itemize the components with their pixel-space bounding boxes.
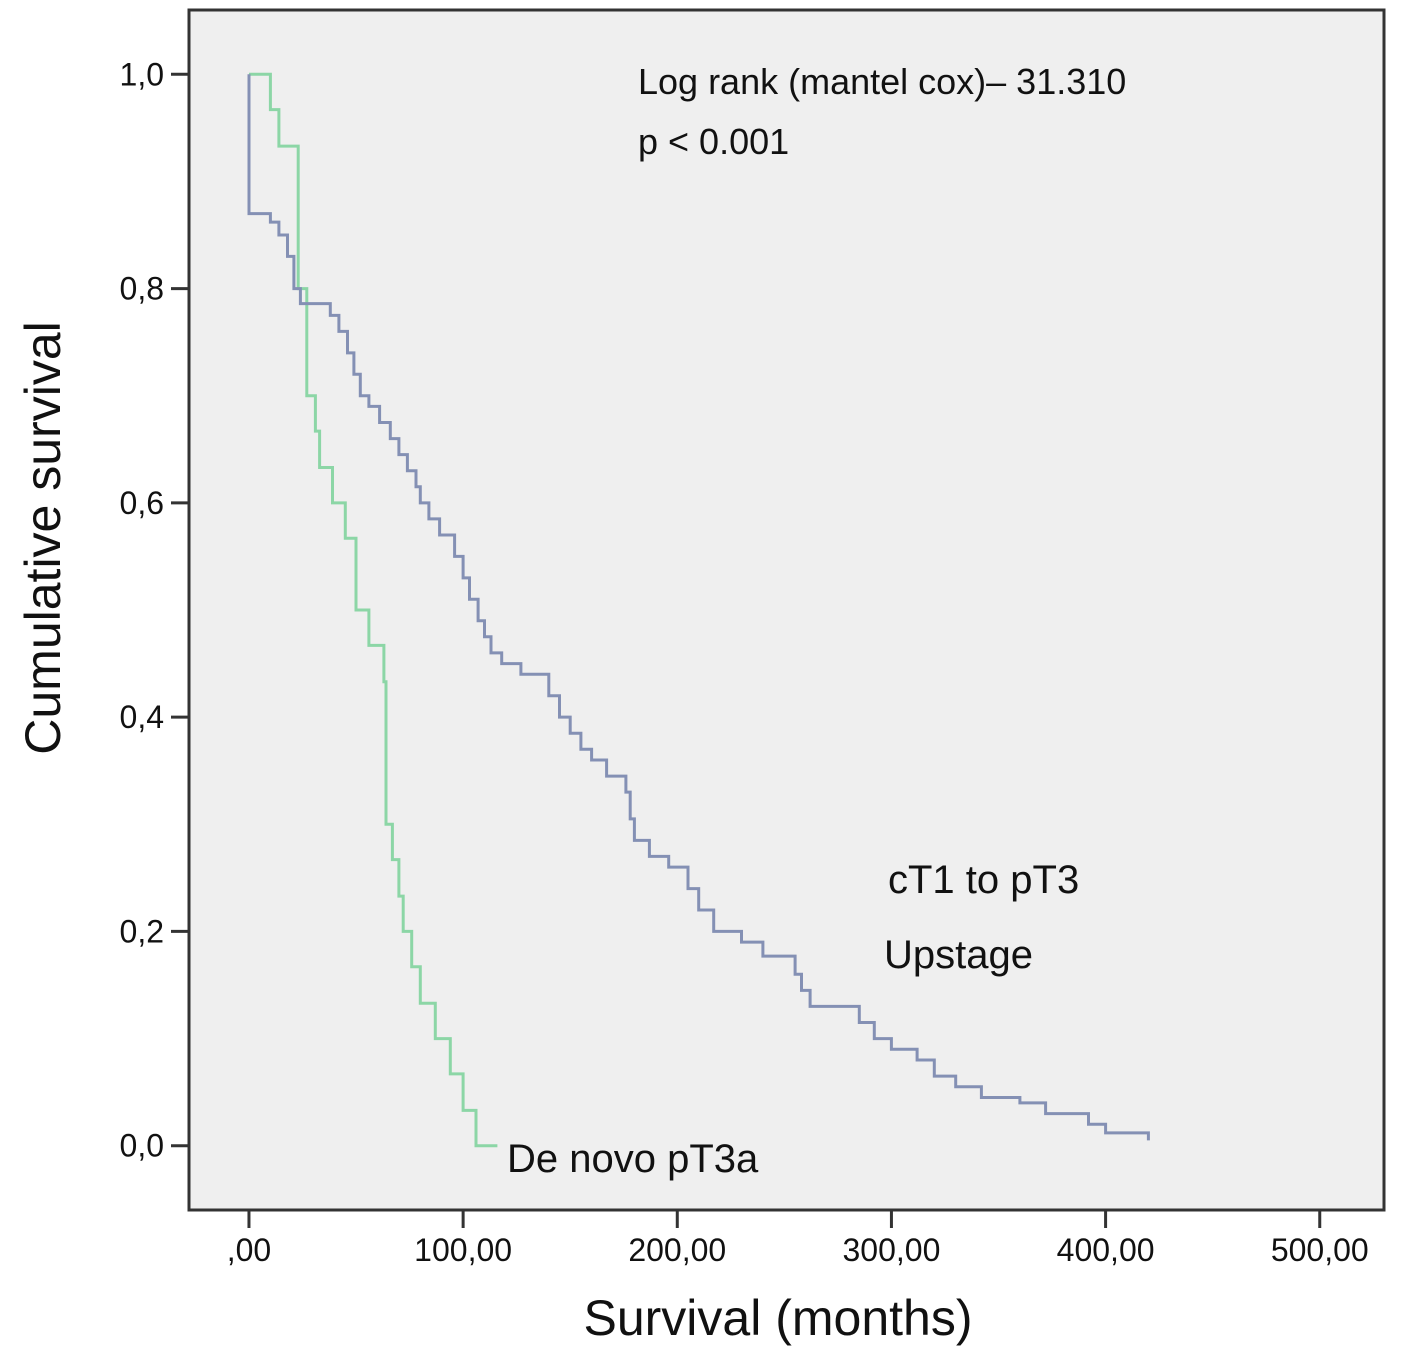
y-tick-label: 0,0 [120,1128,164,1164]
annotation-pvalue: p < 0.001 [638,121,789,162]
annotation-logrank: Log rank (mantel cox)– 31.310 [638,61,1126,102]
series-label-upstage-line1: cT1 to pT3 [888,858,1079,902]
x-axis: ,00 100,00 200,00 300,00 400,00 500,00 [227,1210,1369,1268]
x-axis-title: Survival (months) [584,1290,973,1346]
x-tick-label: 100,00 [414,1232,512,1268]
y-tick-label: 0,6 [120,485,164,521]
y-axis: 0,0 0,2 0,4 0,6 0,8 1,0 [120,56,189,1164]
series-lines [247,72,1150,1148]
x-tick-label: ,00 [227,1232,271,1268]
series-label-upstage-line2: Upstage [884,933,1033,977]
x-tick-label: 500,00 [1271,1232,1369,1268]
series-line-ct1-to-pt3-upstage [247,74,1150,1141]
x-tick-label: 300,00 [842,1232,940,1268]
x-tick-label: 200,00 [628,1232,726,1268]
y-tick-label: 1,0 [120,56,164,92]
x-tick-label: 400,00 [1057,1232,1155,1268]
y-axis-title: Cumulative survival [15,321,71,754]
y-tick-label: 0,2 [120,913,164,949]
y-tick-label: 0,4 [120,699,164,735]
series-line-de-novo-pt3a [249,72,498,1148]
y-tick-label: 0,8 [120,271,164,307]
series-label-denovo: De novo pT3a [507,1137,759,1181]
plot-area [187,8,1386,1212]
